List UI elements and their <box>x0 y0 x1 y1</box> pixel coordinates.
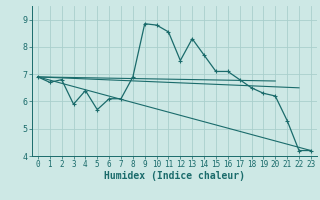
X-axis label: Humidex (Indice chaleur): Humidex (Indice chaleur) <box>104 171 245 181</box>
